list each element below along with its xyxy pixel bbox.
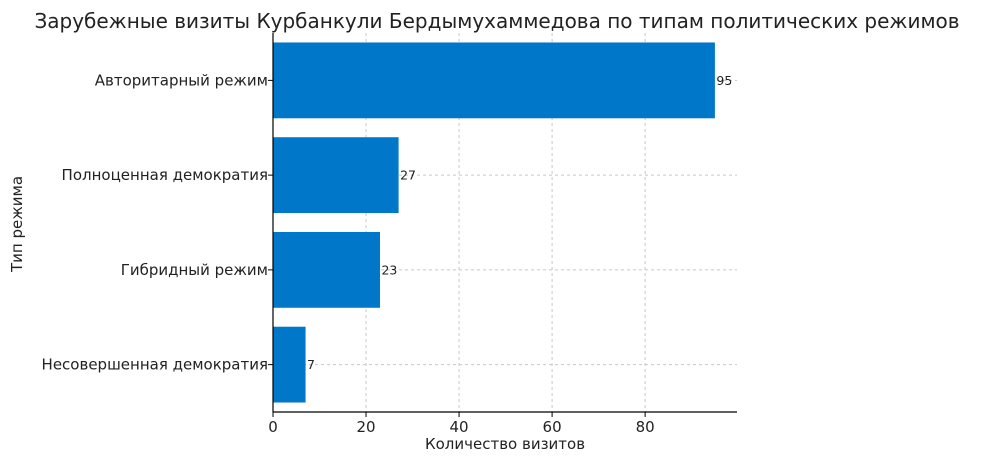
y-axis-label: Тип режима [8,176,26,273]
data-label-2: 23 [381,262,397,277]
bar-1 [273,137,399,214]
x-axis-label: Количество визитов [425,435,585,453]
data-label-1: 27 [400,168,416,183]
axes [268,33,737,417]
x-tick-label-0: 0 [268,418,278,436]
data-label-0: 95 [716,73,732,88]
data-label-3: 7 [307,357,315,372]
x-tick-label-1: 20 [356,418,375,436]
y-tick-label-0: Авторитарный режим [95,71,268,89]
chart-title: Зарубежные визиты Курбанкули Бердымухамм… [34,9,959,33]
y-tick-label-3: Несовершенная демократия [42,356,268,374]
x-tick-label-4: 80 [636,418,655,436]
bar-2 [273,231,380,308]
y-tick-label-1: Полноценная демократия [62,166,268,184]
x-tick-label-3: 60 [543,418,562,436]
y-tick-label-2: Гибридный режим [121,261,268,279]
x-tick-label-2: 40 [450,418,469,436]
bar-0 [273,42,715,119]
labels: Авторитарный режим 95 Полноценная демократ… [42,71,733,436]
bars [273,42,715,403]
bar-3 [273,326,306,403]
